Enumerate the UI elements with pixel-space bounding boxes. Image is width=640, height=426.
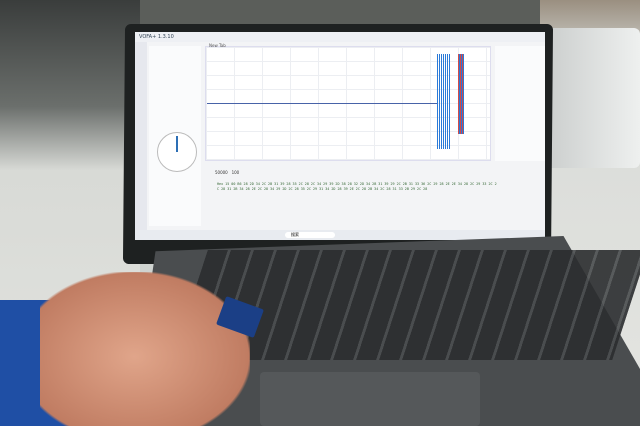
app-titlebar: VOFA+ 1.3.10 (135, 32, 545, 42)
gauge-needle (176, 136, 178, 152)
waveform-burst-red (458, 54, 464, 134)
hand (40, 272, 250, 426)
waveform-burst-blue (437, 54, 451, 149)
app-sidebar[interactable] (135, 42, 147, 240)
hex-data: 15 00 B6 28 2D 34 2C 2B 31 39 28 35 2C 2… (217, 182, 497, 191)
equipment-case (540, 28, 640, 168)
waveform-trace (207, 103, 437, 104)
laptop-screen: VOFA+ 1.3.10 New Tab 50000 100 Hex 15 00… (135, 32, 545, 240)
points-input[interactable]: 50000 (215, 170, 228, 175)
hex-label: Hex (217, 182, 224, 186)
windows-taskbar (135, 230, 545, 240)
tab-new-tab[interactable]: New Tab (209, 43, 226, 48)
touchpad (260, 372, 480, 426)
hex-receive-area: Hex 15 00 B6 28 2D 34 2C 2B 31 39 28 35 … (217, 182, 497, 222)
auto-input[interactable]: 100 (231, 170, 240, 175)
channel-panel (495, 46, 545, 161)
plot-controls: 50000 100 (215, 170, 495, 178)
taskbar-search[interactable]: 搜索 (285, 232, 335, 238)
